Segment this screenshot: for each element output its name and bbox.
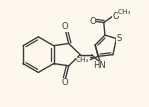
Text: O: O (112, 12, 119, 21)
Text: O: O (62, 22, 69, 31)
Text: O: O (62, 78, 69, 87)
Text: CH₃: CH₃ (118, 9, 132, 15)
Text: CH₃: CH₃ (76, 57, 89, 63)
Text: HN: HN (93, 61, 106, 70)
Text: S: S (117, 34, 122, 43)
Text: O: O (89, 17, 96, 26)
